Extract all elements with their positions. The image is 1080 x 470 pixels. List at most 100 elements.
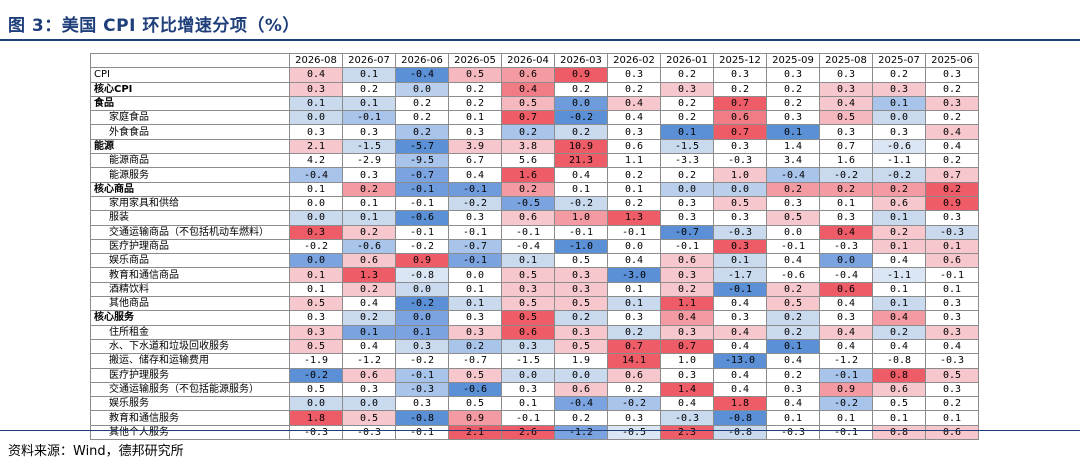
table-row: 住所租金 0.3 0.1 0.1 0.3 0.6 0.3 0.2 0.3 0.4 0.2 0.4 0.2… — [90, 324, 979, 340]
value-cell: 0.6 — [607, 367, 661, 383]
column-header: 2026-07 — [342, 52, 396, 69]
value-cell: 0.3 — [713, 67, 767, 83]
value-cell: -0.1 — [554, 224, 608, 240]
value-cell: 0.3 — [925, 310, 979, 326]
value-cell: 3.9 — [448, 138, 502, 155]
table-row: 核心商品 0.1 0.2 -0.1 -0.1 0.2 0.1 0.1 0.0 0.0 0.2 0.2 0… — [90, 181, 979, 197]
value-cell: 0.5 — [501, 95, 555, 112]
column-header: 2026-01 — [660, 52, 714, 69]
value-cell: 0.5 — [448, 67, 502, 83]
table-row: 水、下水道和垃圾回收服务 0.5 0.4 0.3 0.2 0.3 0.5 0.7 0.7 0.4 0… — [90, 338, 979, 355]
value-cell: -0.1 — [448, 181, 502, 197]
column-header: 2025-08 — [819, 52, 873, 69]
table-row: 家庭食品 0.0 -0.1 0.2 0.1 0.7 -0.2 0.4 0.2 0.6 0.3 0.5 0… — [90, 110, 979, 126]
value-cell: 0.2 — [554, 310, 608, 326]
table-row: 食品 0.1 0.1 0.2 0.2 0.5 0.0 0.4 0.2 0.7 0.2 0.4 0.1 0.… — [90, 95, 979, 112]
value-cell: 0.3 — [819, 67, 873, 83]
value-cell: 10.9 — [554, 138, 608, 155]
column-header: 2026-05 — [448, 52, 502, 69]
value-cell: 0.2 — [607, 167, 661, 183]
value-cell: 0.2 — [766, 310, 820, 326]
value-cell: 0.1 — [925, 410, 979, 426]
value-cell: -1.2 — [342, 353, 396, 369]
value-cell: 0.5 — [289, 338, 343, 355]
value-cell: 0.1 — [448, 296, 502, 312]
value-cell: -5.7 — [395, 138, 449, 155]
value-cell: 0.4 — [925, 138, 979, 155]
value-cell: -0.1 — [713, 281, 767, 298]
value-cell: 2.1 — [289, 138, 343, 155]
value-cell: -0.3 — [342, 424, 396, 441]
value-cell: -0.1 — [448, 253, 502, 269]
value-cell: 0.2 — [342, 224, 396, 240]
table-row: 核心CPI 0.3 0.2 0.0 0.2 0.4 0.2 0.2 0.3 0.2 0.2 0.3 0.… — [90, 81, 979, 97]
value-cell: 0.3 — [660, 324, 714, 340]
value-cell: 1.3 — [607, 210, 661, 226]
value-cell: -13.0 — [713, 353, 767, 369]
value-cell: 0.3 — [342, 167, 396, 183]
value-cell: 0.2 — [660, 167, 714, 183]
value-cell: 0.2 — [554, 410, 608, 426]
value-cell: -0.6 — [342, 238, 396, 255]
value-cell: 0.3 — [819, 124, 873, 140]
value-cell: 5.6 — [501, 153, 555, 169]
value-cell: 0.4 — [819, 95, 873, 112]
value-cell: 0.9 — [554, 67, 608, 83]
value-cell: -0.8 — [395, 267, 449, 283]
row-label: 核心CPI — [90, 81, 290, 97]
value-cell: 0.2 — [660, 95, 714, 112]
row-label: 核心商品 — [90, 181, 290, 197]
header-corner-cell — [90, 52, 290, 69]
value-cell: 0.3 — [872, 124, 926, 140]
row-label: 娱乐商品 — [90, 253, 290, 269]
value-cell: 0.2 — [554, 124, 608, 140]
value-cell: 0.4 — [607, 95, 661, 112]
column-header: 2025-07 — [872, 52, 926, 69]
value-cell: 0.0 — [448, 267, 502, 283]
value-cell: -0.4 — [766, 167, 820, 183]
value-cell: -0.8 — [713, 424, 767, 441]
table-body: CPI 0.4 0.1 -0.4 0.5 0.6 0.9 0.3 0.2 0.3 0.3 0.3 0.2… — [90, 67, 979, 441]
value-cell: 0.1 — [766, 410, 820, 426]
value-cell: 0.3 — [713, 210, 767, 226]
value-cell: 2.1 — [448, 424, 502, 441]
value-cell: 0.1 — [872, 410, 926, 426]
value-cell: 0.3 — [448, 310, 502, 326]
value-cell: 0.3 — [342, 381, 396, 398]
value-cell: 0.2 — [925, 110, 979, 126]
value-cell: 0.1 — [289, 95, 343, 112]
value-cell: 0.1 — [766, 124, 820, 140]
row-label: 酒精饮料 — [90, 281, 290, 298]
value-cell: 0.4 — [819, 224, 873, 240]
value-cell: -0.3 — [395, 381, 449, 398]
value-cell: 0.2 — [342, 81, 396, 97]
value-cell: 1.0 — [660, 353, 714, 369]
value-cell: 0.1 — [872, 95, 926, 112]
row-label: 医疗护理服务 — [90, 367, 290, 383]
value-cell: 0.3 — [289, 324, 343, 340]
value-cell: 0.3 — [660, 367, 714, 383]
value-cell: 0.1 — [342, 324, 396, 340]
value-cell: 0.3 — [554, 324, 608, 340]
value-cell: 0.1 — [342, 195, 396, 212]
value-cell: 0.0 — [872, 110, 926, 126]
value-cell: 0.2 — [766, 181, 820, 197]
value-cell: -0.6 — [766, 267, 820, 283]
value-cell: 0.3 — [872, 81, 926, 97]
value-cell: -0.2 — [448, 195, 502, 212]
value-cell: 0.6 — [872, 381, 926, 398]
value-cell: -0.1 — [819, 424, 873, 441]
value-cell: 0.2 — [660, 67, 714, 83]
value-cell: 0.4 — [607, 253, 661, 269]
value-cell: -9.5 — [395, 153, 449, 169]
value-cell: 0.2 — [660, 110, 714, 126]
value-cell: 0.2 — [766, 324, 820, 340]
value-cell: -0.1 — [501, 410, 555, 426]
value-cell: 0.2 — [925, 181, 979, 197]
footer-rule — [0, 430, 1080, 431]
value-cell: 0.1 — [501, 253, 555, 269]
value-cell: 0.4 — [713, 338, 767, 355]
value-cell: 0.1 — [448, 281, 502, 298]
value-cell: 0.4 — [660, 396, 714, 412]
table-row: 其他个人服务 -0.3 -0.3 -0.1 2.1 2.6 -1.2 -0.5 2.3 -0.8-… — [90, 424, 979, 441]
